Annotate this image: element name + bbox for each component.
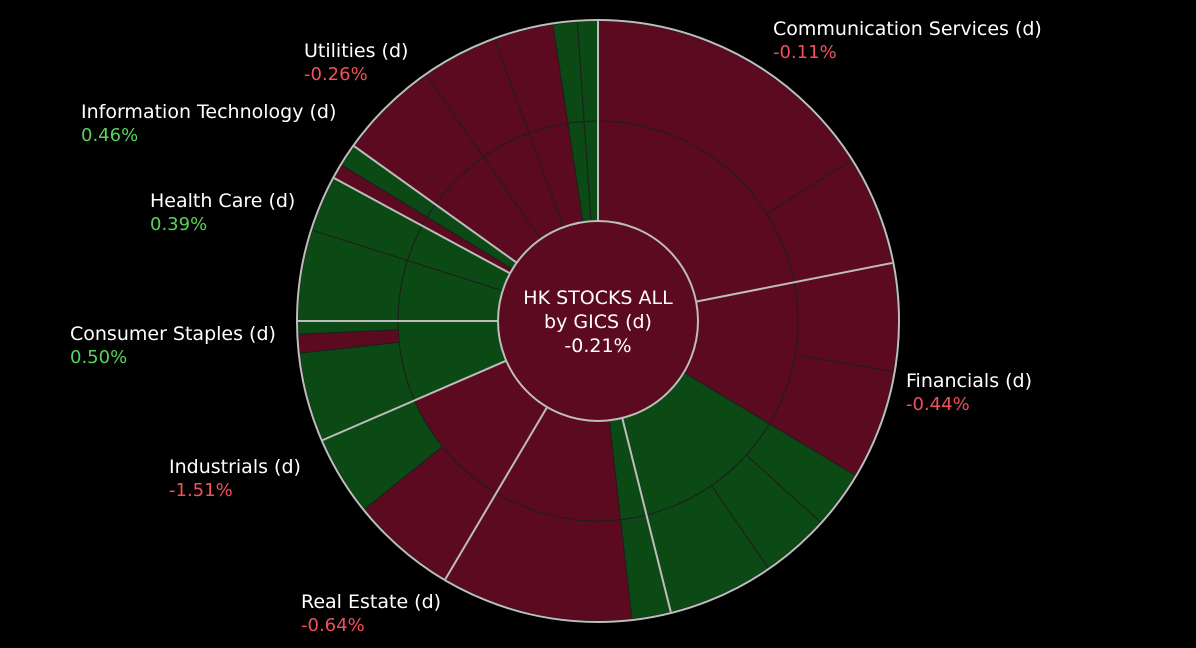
information-technology-value: 0.46% <box>81 125 138 146</box>
industrials-sector-border <box>444 406 548 580</box>
industrials-label: Industrials (d) <box>169 456 301 478</box>
real-estate-sector-border <box>621 417 672 613</box>
financials-sector-border <box>695 261 893 303</box>
center-subtitle: by GICS (d) <box>544 311 652 333</box>
financials-value: -0.44% <box>906 394 970 415</box>
center-title: HK STOCKS ALL <box>523 287 673 309</box>
consumer-staples-sector-border <box>322 359 507 442</box>
center-value: -0.21% <box>564 335 631 357</box>
wedges-layer <box>297 20 899 622</box>
center-circle <box>497 220 699 422</box>
real-estate-value: -0.64% <box>301 615 365 636</box>
utilities-value: -0.26% <box>304 64 368 85</box>
industrials-value: -1.51% <box>169 480 233 501</box>
communication-services-label: Communication Services (d) <box>773 18 1042 40</box>
health-care-label: Health Care (d) <box>150 190 295 212</box>
utilities-sector-border <box>353 145 518 264</box>
outer-ring-border <box>296 19 900 623</box>
consumer-staples-label: Consumer Staples (d) <box>70 323 276 345</box>
sector-borders-layer <box>296 19 900 623</box>
information-technology-label: Information Technology (d) <box>81 101 336 123</box>
consumer-staples-value: 0.50% <box>70 347 127 368</box>
financials-label: Financials (d) <box>906 370 1032 392</box>
utilities-label: Utilities (d) <box>304 40 408 62</box>
health-care-value: 0.39% <box>150 214 207 235</box>
sector-labels-layer: Communication Services (d)-0.11% Financia… <box>70 18 1042 636</box>
real-estate-label: Real Estate (d) <box>301 591 441 613</box>
center-hub[interactable]: HK STOCKS ALL by GICS (d) -0.21% <box>497 220 699 422</box>
communication-services-value: -0.11% <box>773 42 837 63</box>
information-technology-sector-border <box>333 177 511 275</box>
